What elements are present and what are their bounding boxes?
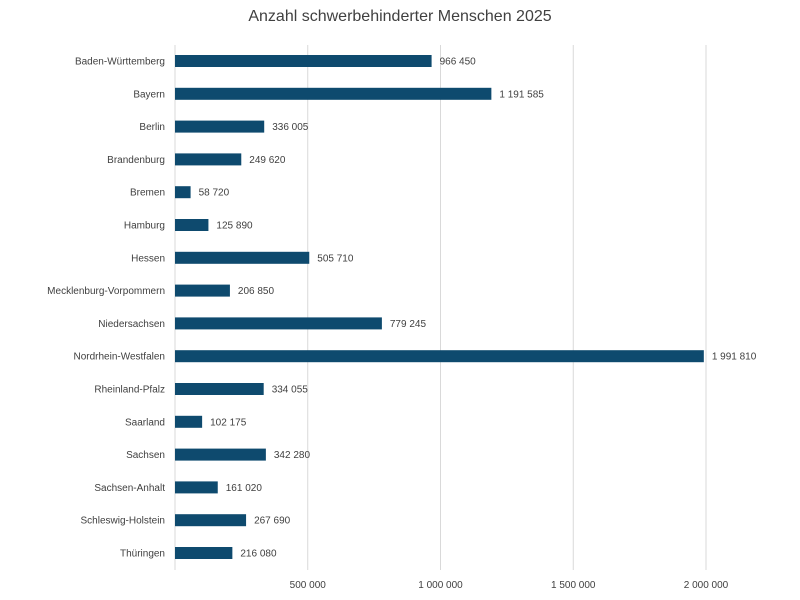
data-label: 58 720 xyxy=(199,188,230,199)
x-tick-label: 1 500 000 xyxy=(551,580,596,591)
category-label: Bremen xyxy=(130,188,165,199)
bar xyxy=(175,547,233,559)
data-label: 336 005 xyxy=(272,122,309,133)
category-label: Bayern xyxy=(133,89,165,100)
data-label: 342 280 xyxy=(274,450,311,461)
data-label: 1 191 585 xyxy=(499,89,544,100)
x-tick-label: 2 000 000 xyxy=(684,580,729,591)
category-label: Hamburg xyxy=(124,221,165,232)
category-label: Baden-Württemberg xyxy=(75,57,165,68)
bar xyxy=(175,219,209,231)
bar xyxy=(175,481,218,494)
data-label: 161 020 xyxy=(226,483,263,494)
data-label: 216 080 xyxy=(240,549,277,560)
data-label: 966 450 xyxy=(440,57,477,68)
bar xyxy=(175,383,264,395)
bar xyxy=(175,55,432,67)
category-label: Rheinland-Pfalz xyxy=(94,385,165,396)
data-label: 505 710 xyxy=(317,253,354,264)
data-label: 206 850 xyxy=(238,286,275,297)
bar xyxy=(175,251,310,264)
chart-title: Anzahl schwerbehinderter Menschen 2025 xyxy=(248,8,552,25)
bar xyxy=(175,448,266,461)
data-label: 125 890 xyxy=(216,221,253,232)
category-label: Nordrhein-Westfalen xyxy=(73,352,165,363)
category-label: Schleswig-Holstein xyxy=(81,516,165,527)
category-label: Niedersachsen xyxy=(98,319,165,330)
category-label: Hessen xyxy=(131,253,165,264)
bar xyxy=(175,153,242,166)
data-label: 267 690 xyxy=(254,516,291,527)
data-label: 334 055 xyxy=(272,385,309,396)
bar xyxy=(175,284,230,297)
data-label: 779 245 xyxy=(390,319,427,330)
category-label: Mecklenburg-Vorpommern xyxy=(47,286,165,297)
data-label: 249 620 xyxy=(249,155,286,166)
category-label: Saarland xyxy=(125,417,165,428)
bar xyxy=(175,120,265,133)
x-tick-label: 500 000 xyxy=(290,580,327,591)
category-label: Sachsen-Anhalt xyxy=(94,483,165,494)
data-label: 102 175 xyxy=(210,417,247,428)
category-label: Sachsen xyxy=(126,450,165,461)
bar xyxy=(175,87,492,100)
category-label: Berlin xyxy=(139,122,165,133)
bar xyxy=(175,317,382,330)
category-label: Brandenburg xyxy=(107,155,165,166)
bar xyxy=(175,514,247,527)
bar xyxy=(175,415,203,428)
data-label: 1 991 810 xyxy=(712,352,757,363)
category-label: Thüringen xyxy=(120,549,165,560)
bar xyxy=(175,186,191,199)
x-tick-label: 1 000 000 xyxy=(418,580,463,591)
bar xyxy=(175,350,704,363)
